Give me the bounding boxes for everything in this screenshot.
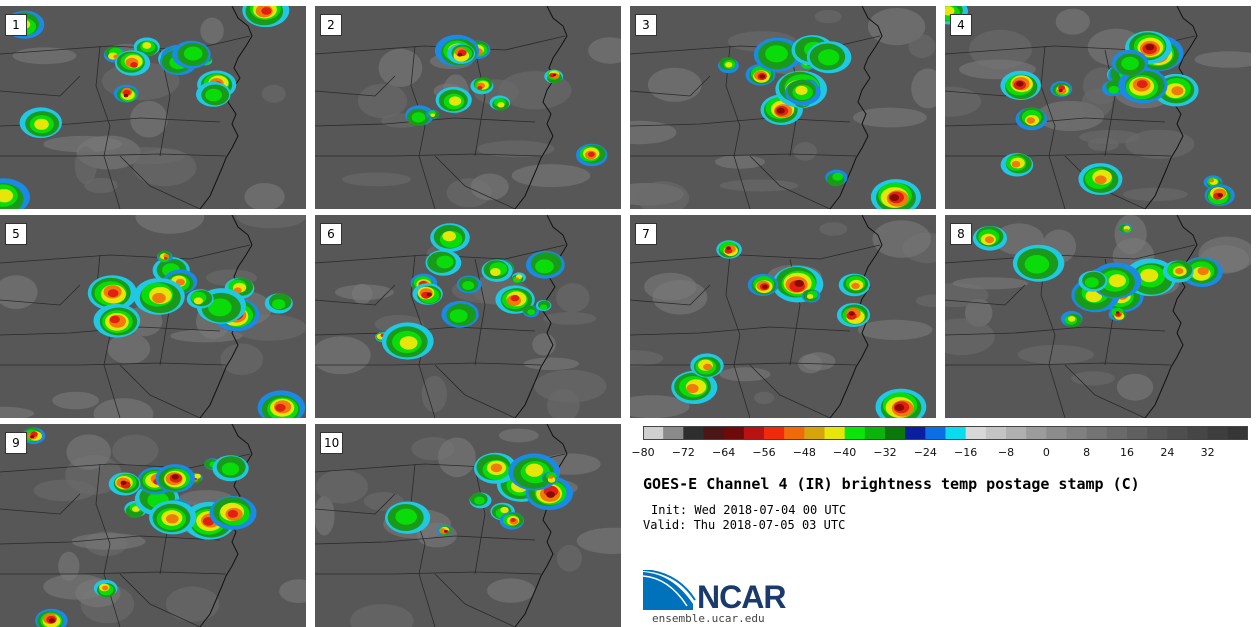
panel-number: 1 — [5, 14, 27, 36]
colorbar-tick-label: −32 — [873, 446, 897, 459]
colorbar-segment — [663, 426, 684, 440]
satellite-map — [315, 424, 621, 627]
colorbar-tick-label: 0 — [1042, 446, 1050, 459]
stamp-panel-4: 4 — [945, 6, 1251, 209]
satellite-map — [0, 6, 306, 209]
stamp-panel-1: 1 — [0, 6, 306, 209]
colorbar-segment — [1127, 426, 1148, 440]
valid-time: Valid: Thu 2018-07-05 03 UTC — [643, 518, 846, 532]
stamp-panel-5: 5 — [0, 215, 306, 418]
stamp-panel-6: 6 — [315, 215, 621, 418]
ncar-logo-text: NCAR — [697, 579, 786, 615]
stamp-panel-9: 9 — [0, 424, 306, 627]
colorbar-segment — [864, 426, 886, 440]
colorbar-segment — [683, 426, 704, 440]
colorbar-tick-label: −72 — [671, 446, 695, 459]
colorbar-tick-label: −80 — [631, 446, 655, 459]
panel-number: 10 — [320, 432, 344, 454]
colorbar-segment — [804, 426, 825, 440]
colorbar-tick-label: −8 — [997, 446, 1015, 459]
colorbar-segment — [1187, 426, 1209, 440]
colorbar-segment — [1106, 426, 1128, 440]
satellite-map — [945, 215, 1251, 418]
colorbar-segment — [1086, 426, 1108, 440]
colorbar-segment — [945, 426, 967, 440]
satellite-map — [0, 215, 306, 418]
colorbar-tick-label: −56 — [752, 446, 776, 459]
colorbar-segment — [784, 426, 805, 440]
colorbar-tick-label: 32 — [1200, 446, 1215, 459]
colorbar-segment — [643, 426, 664, 440]
satellite-map — [0, 424, 306, 627]
stamp-panel-10: 10 — [315, 424, 621, 627]
colorbar-segment — [965, 426, 987, 440]
colorbar-segment — [764, 426, 785, 440]
colorbar-segment — [723, 426, 745, 440]
stamp-panel-3: 3 — [630, 6, 936, 209]
satellite-map — [315, 6, 621, 209]
panel-number: 3 — [635, 14, 657, 36]
satellite-map — [315, 215, 621, 418]
colorbar-tick-label: 16 — [1120, 446, 1134, 459]
stamp-panel-2: 2 — [315, 6, 621, 209]
panel-number: 6 — [320, 223, 342, 245]
stamp-panel-8: 8 — [945, 215, 1251, 418]
colorbar-segment — [1147, 426, 1168, 440]
panel-number: 2 — [320, 14, 342, 36]
colorbar-segment — [1046, 426, 1067, 440]
website-link[interactable]: ensemble.ucar.edu — [652, 612, 765, 625]
colorbar-segment — [743, 426, 765, 440]
panel-number: 7 — [635, 223, 657, 245]
colorbar — [643, 426, 1248, 440]
colorbar-segment — [703, 426, 725, 440]
panel-number: 8 — [950, 223, 972, 245]
satellite-map — [945, 6, 1251, 209]
colorbar-tick-label: −48 — [792, 446, 816, 459]
colorbar-tick-label: 8 — [1083, 446, 1091, 459]
ncar-logo-icon — [643, 570, 696, 610]
colorbar-segment — [1006, 426, 1027, 440]
colorbar-segment — [1227, 426, 1248, 440]
colorbar-tick-label: −64 — [712, 446, 736, 459]
colorbar-segment — [1066, 426, 1088, 440]
colorbar-tick-label: −24 — [913, 446, 937, 459]
colorbar-segment — [925, 426, 946, 440]
panel-number: 9 — [5, 432, 27, 454]
panel-number: 5 — [5, 223, 27, 245]
colorbar-segment — [885, 426, 906, 440]
colorbar-segment — [1207, 426, 1229, 440]
colorbar-segment — [985, 426, 1007, 440]
panel-number: 4 — [950, 14, 972, 36]
init-time: Init: Wed 2018-07-04 00 UTC — [651, 503, 847, 517]
figure-title: GOES-E Channel 4 (IR) brightness temp po… — [643, 475, 1140, 493]
colorbar-tick-label: −16 — [954, 446, 978, 459]
satellite-map — [630, 6, 936, 209]
satellite-map — [630, 215, 936, 418]
colorbar-segment — [1167, 426, 1188, 440]
colorbar-segment — [844, 426, 866, 440]
colorbar-segment — [1026, 426, 1047, 440]
colorbar-tick-label: 24 — [1160, 446, 1175, 459]
stamp-panel-7: 7 — [630, 215, 936, 418]
colorbar-tick-label: −40 — [833, 446, 857, 459]
colorbar-segment — [824, 426, 846, 440]
colorbar-segment — [905, 426, 926, 440]
